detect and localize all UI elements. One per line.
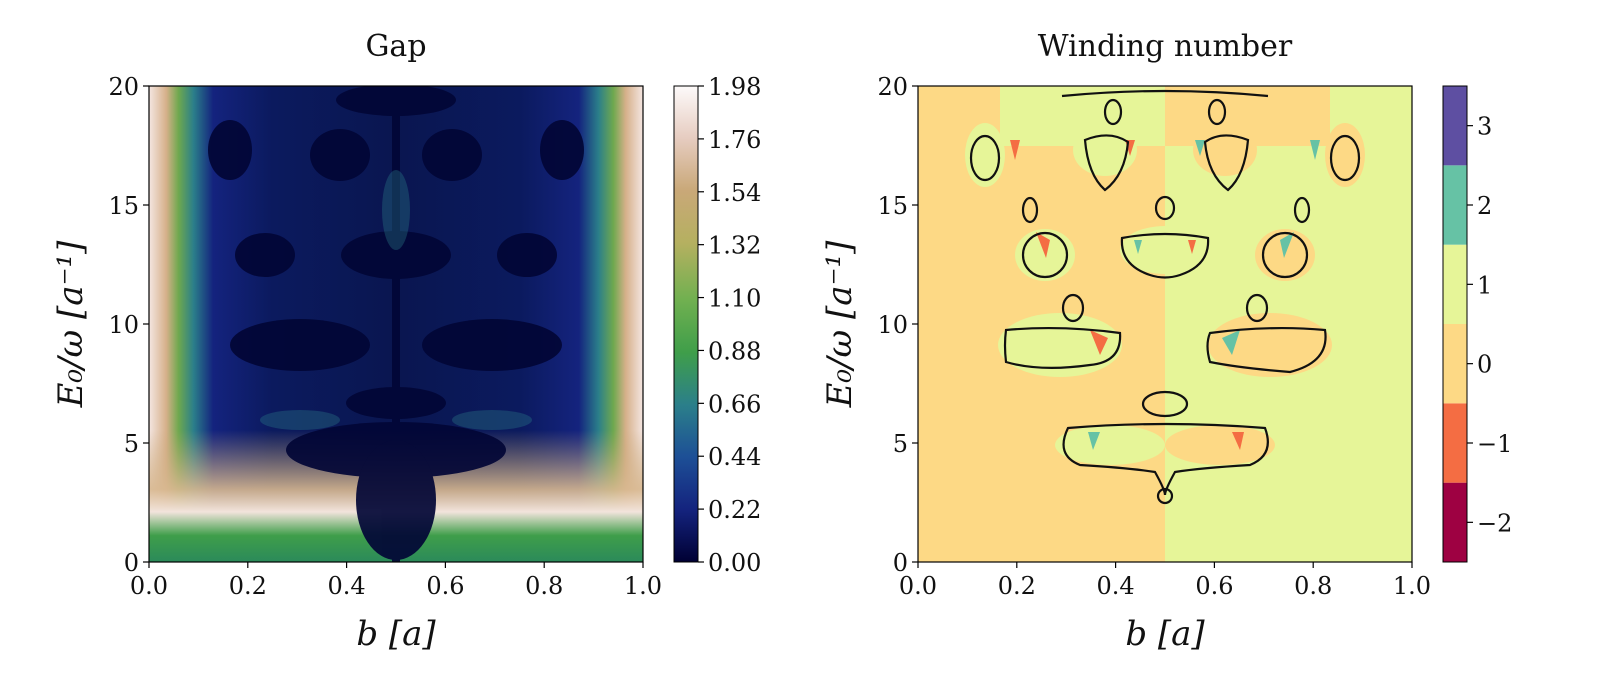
gap-x-tick-label: 0.6 xyxy=(426,572,464,600)
winding-y-tick-label: 5 xyxy=(893,430,908,458)
winding-y-axis: 0 5 10 15 20 xyxy=(877,73,918,577)
gap-colorbar-ticks: 0.00 0.22 0.44 0.66 0.88 1.10 1.32 1.54 1.76 1.98 xyxy=(698,73,761,577)
gap-colorbar-tick-label: 1.98 xyxy=(708,73,761,101)
gap-x-tick-label: 1.0 xyxy=(624,572,662,600)
winding-colorbar-ticks: −2 −1 0 1 2 3 xyxy=(1467,113,1512,537)
gap-y-tick-label: 10 xyxy=(108,311,139,339)
gap-x-axis: 0.0 0.2 0.4 0.6 0.8 1.0 xyxy=(130,562,662,600)
winding-colorbar-cell xyxy=(1443,244,1467,324)
gap-colorbar-tick-label: 0.00 xyxy=(708,549,761,577)
winding-colorbar-tick-label: 1 xyxy=(1477,271,1492,299)
gap-plot-area xyxy=(149,86,643,562)
winding-y-tick-label: 0 xyxy=(893,549,908,577)
winding-contours xyxy=(969,89,1361,505)
gap-colorbar-bar xyxy=(673,85,699,563)
gap-colorbar-tick-label: 0.22 xyxy=(708,496,761,524)
winding-y-tick-label: 20 xyxy=(877,73,908,101)
gap-title: Gap xyxy=(365,29,426,64)
gap-x-tick-label: 0.4 xyxy=(328,572,366,600)
gap-colorbar-tick-label: 1.32 xyxy=(708,232,761,260)
gap-colorbar-tick-label: 0.44 xyxy=(708,443,761,471)
winding-colorbar-cell xyxy=(1443,403,1467,483)
gap-lobes xyxy=(208,86,584,562)
winding-colorbar-cell xyxy=(1443,86,1467,166)
winding-title: Winding number xyxy=(1038,29,1293,64)
gap-x-label: b [a] xyxy=(356,614,436,654)
winding-x-axis: 0.0 0.2 0.4 0.6 0.8 1.0 xyxy=(899,562,1431,600)
winding-plot-area xyxy=(918,86,1412,562)
winding-x-tick-label: 0.8 xyxy=(1294,572,1332,600)
winding-y-tick-label: 10 xyxy=(877,311,908,339)
winding-colorbar-cell xyxy=(1443,324,1467,404)
gap-y-tick-label: 20 xyxy=(108,73,139,101)
winding-colorbar-tick-label: 2 xyxy=(1477,192,1492,220)
gap-colorbar-tick-label: 1.54 xyxy=(708,179,761,207)
winding-x-tick-label: 0.4 xyxy=(1097,572,1135,600)
gap-colorbar: 0.00 0.22 0.44 0.66 0.88 1.10 1.32 1.54 1.76 1.98 xyxy=(673,73,761,577)
gap-y-label: E₀/ω [a⁻¹] xyxy=(51,240,91,409)
winding-colorbar-tick-label: 0 xyxy=(1477,351,1492,379)
winding-x-label: b [a] xyxy=(1125,614,1205,654)
winding-colorbar-cell xyxy=(1443,165,1467,245)
gap-colorbar-tick-label: 1.10 xyxy=(708,285,761,313)
gap-x-tick-label: 0.2 xyxy=(229,572,267,600)
winding-colorbar-tick-label: −2 xyxy=(1477,509,1512,537)
gap-colorbar-tick-label: 1.76 xyxy=(708,126,761,154)
winding-colorbar-tick-label: −1 xyxy=(1477,430,1512,458)
winding-y-tick-label: 15 xyxy=(877,192,908,220)
gap-x-tick-label: 0.0 xyxy=(130,572,168,600)
gap-colorbar-tick-label: 0.88 xyxy=(708,337,761,365)
winding-colorbar-frame xyxy=(1442,85,1468,563)
winding-panel: Winding number xyxy=(820,29,1512,654)
gap-panel: Gap xyxy=(51,29,761,654)
winding-x-tick-label: 0.0 xyxy=(899,572,937,600)
winding-x-tick-label: 0.6 xyxy=(1195,572,1233,600)
winding-colorbar-cells xyxy=(1443,86,1467,562)
gap-y-tick-label: 5 xyxy=(124,430,139,458)
winding-colorbar-tick-label: 3 xyxy=(1477,113,1492,141)
gap-streaks xyxy=(260,170,532,430)
winding-x-tick-label: 1.0 xyxy=(1393,572,1431,600)
gap-colorbar-tick-label: 0.66 xyxy=(708,390,761,418)
gap-y-axis: 0 5 10 15 20 xyxy=(108,73,149,577)
winding-colorbar: −2 −1 0 1 2 3 xyxy=(1442,85,1512,563)
gap-x-tick-label: 0.8 xyxy=(525,572,563,600)
winding-specks xyxy=(1010,140,1320,450)
winding-colorbar-cell xyxy=(1443,482,1467,562)
winding-x-tick-label: 0.2 xyxy=(998,572,1036,600)
gap-y-tick-label: 0 xyxy=(124,549,139,577)
gap-y-tick-label: 15 xyxy=(108,192,139,220)
winding-y-label: E₀/ω [a⁻¹] xyxy=(820,240,860,409)
